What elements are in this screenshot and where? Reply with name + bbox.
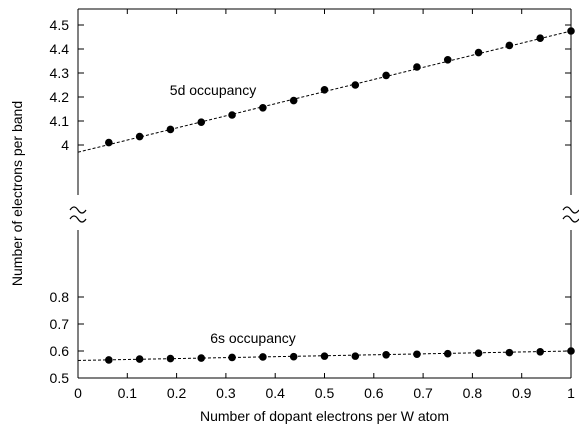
y-tick-label: 0.8	[50, 289, 70, 305]
y-tick-label: 4.2	[50, 89, 70, 105]
y-tick-label: 4.5	[50, 17, 70, 33]
data-point-lower	[536, 348, 544, 356]
axis-break-mark-right-1	[562, 206, 579, 214]
data-point-lower	[382, 350, 390, 359]
data-point-lower	[474, 349, 483, 357]
y-tick-label: 4.4	[50, 41, 70, 57]
y-tick-label: 4	[61, 137, 69, 153]
x-tick-label: 0.1	[118, 385, 138, 401]
data-point-lower	[197, 354, 206, 362]
x-tick-label: 1	[567, 385, 575, 401]
data-point-upper	[443, 56, 452, 64]
data-point-lower	[413, 350, 421, 359]
y-tick-label: 0.5	[50, 370, 70, 386]
x-tick-label: 0.3	[216, 385, 236, 401]
data-point-lower	[320, 352, 329, 360]
data-point-upper	[105, 138, 113, 147]
x-tick-label: 0.9	[512, 385, 532, 401]
x-tick-label: 0.6	[364, 385, 384, 401]
data-point-lower	[259, 353, 267, 361]
plot-frame	[69, 8, 579, 379]
data-point-lower	[351, 352, 360, 360]
data-point-upper	[135, 132, 144, 141]
y-tick-label: 4.3	[50, 65, 70, 81]
data-point-lower	[443, 349, 452, 358]
axis-break-mark-right-2	[562, 215, 579, 223]
data-point-upper	[413, 63, 421, 71]
data-point-upper	[228, 111, 236, 119]
annotation-6s-occupancy: 6s occupancy	[210, 330, 296, 346]
data-point-lower	[166, 354, 175, 363]
x-tick-label: 0.4	[265, 385, 285, 401]
data-point-lower	[505, 348, 514, 357]
data-point-upper	[382, 71, 390, 80]
data-point-upper	[351, 81, 360, 89]
x-axis-title: Number of dopant electrons per W atom	[200, 408, 449, 424]
data-point-upper	[197, 118, 206, 126]
data-point-upper	[289, 96, 298, 105]
x-tick-label: 0.5	[315, 385, 335, 401]
data-point-lower	[135, 355, 144, 363]
data-point-lower	[228, 353, 236, 362]
x-tick-label: 0.8	[463, 385, 483, 401]
x-tick-label: 0.2	[167, 385, 187, 401]
data-point-upper	[536, 34, 544, 42]
data-point-lower	[567, 347, 575, 355]
y-tick-label: 4.1	[50, 113, 70, 129]
data-point-upper	[474, 48, 483, 57]
y-axis-title: Number of electrons per band	[9, 101, 25, 286]
data-point-upper	[567, 27, 575, 35]
annotation-5d-occupancy: 5d occupancy	[170, 82, 256, 98]
y-tick-label: 0.7	[50, 316, 70, 332]
axis-break-mark-left-2	[69, 215, 87, 223]
axis-break-mark-left-1	[69, 206, 87, 214]
x-tick-label: 0.7	[413, 385, 433, 401]
data-point-lower	[289, 352, 298, 361]
data-point-upper	[166, 125, 175, 134]
data-point-upper	[320, 86, 329, 94]
x-tick-label: 0	[74, 385, 82, 401]
data-point-upper	[505, 41, 514, 50]
data-point-upper	[259, 104, 267, 112]
data-point-lower	[105, 356, 113, 364]
y-tick-label: 0.6	[50, 343, 70, 359]
